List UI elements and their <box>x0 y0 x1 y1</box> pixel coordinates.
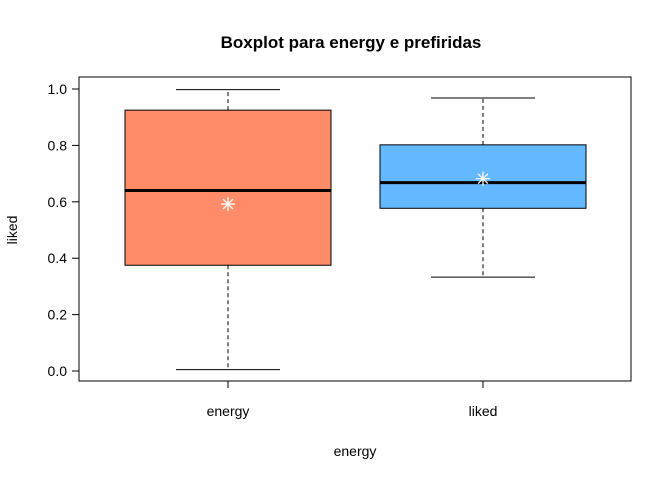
iqr-box <box>124 109 332 266</box>
mean-marker <box>476 171 490 186</box>
y-tick-label: 0.6 <box>48 194 68 210</box>
y-tick-label: 0.4 <box>48 250 68 266</box>
y-axis: 0.0 0.2 0.4 0.6 0.8 1.0 <box>48 81 80 379</box>
mean-marker <box>221 197 235 212</box>
y-tick-label: 0.0 <box>48 363 68 379</box>
chart-title: Boxplot para energy e prefiridas <box>221 33 482 52</box>
x-tick-label: liked <box>469 403 498 419</box>
x-axis-label: energy <box>334 443 377 459</box>
y-tick-label: 1.0 <box>48 81 68 97</box>
y-tick-label: 0.2 <box>48 307 68 323</box>
x-tick-label: energy <box>207 403 250 419</box>
box-liked <box>379 97 587 278</box>
y-axis-label: liked <box>4 216 20 245</box>
y-tick-label: 0.8 <box>48 137 68 153</box>
box-energy <box>124 89 332 371</box>
x-axis: energy liked <box>207 381 498 419</box>
boxes <box>124 89 587 371</box>
